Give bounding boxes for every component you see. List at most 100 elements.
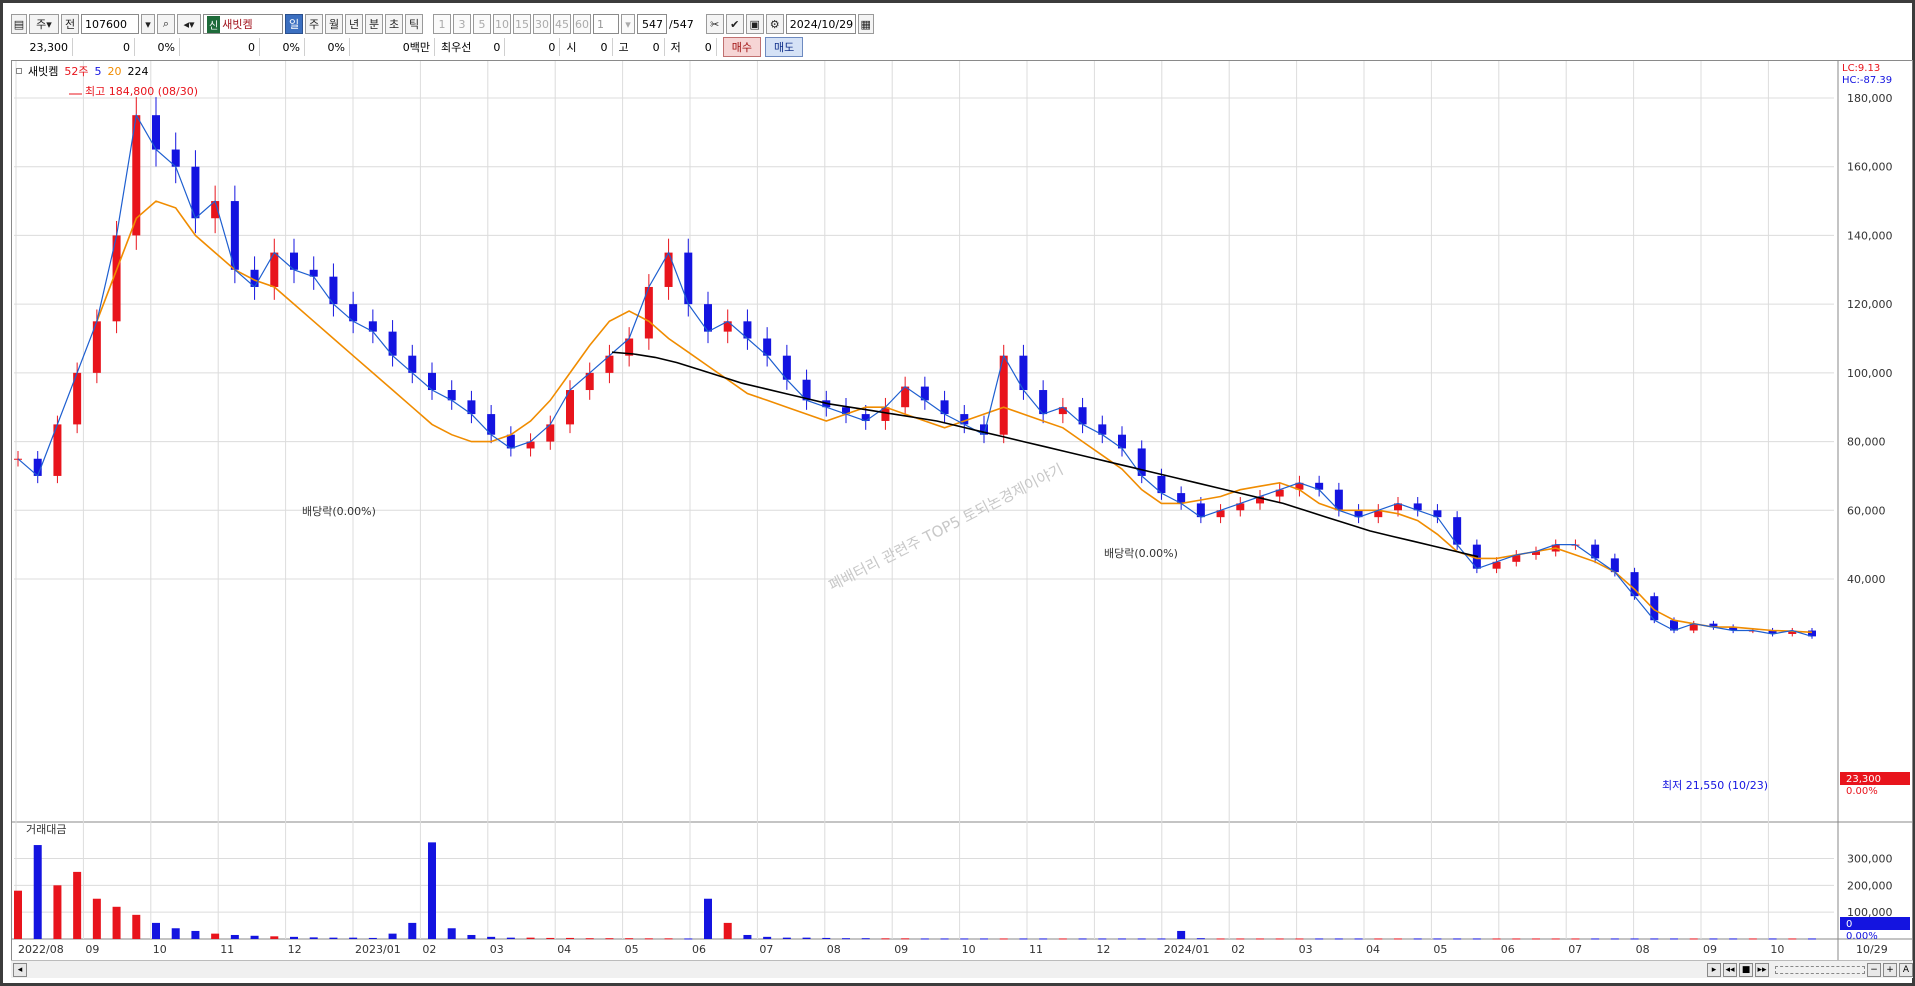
y-tick-label: 60,000 — [1847, 504, 1886, 517]
tab-day[interactable]: 일 — [285, 14, 303, 34]
volume-bar — [349, 937, 358, 939]
tab-minute[interactable]: 분 — [365, 14, 383, 34]
volume-bar — [329, 937, 338, 939]
scroll-right-icon[interactable]: ▸ — [1707, 962, 1721, 977]
candle-body — [1512, 554, 1521, 562]
tab-week[interactable]: 주 — [305, 14, 323, 34]
candle-body — [1394, 503, 1402, 511]
minute-15[interactable]: 15 — [513, 14, 531, 34]
x-tick-label: 09 — [894, 943, 908, 956]
code-dropdown-icon[interactable]: ▾ — [141, 14, 155, 34]
minute-3[interactable]: 3 — [453, 14, 471, 34]
candle-body — [408, 355, 417, 373]
candle-body — [605, 355, 614, 373]
candle-body — [388, 331, 397, 356]
best-1: 0 — [477, 38, 506, 56]
minute-45[interactable]: 45 — [553, 14, 571, 34]
candle-body — [1650, 596, 1659, 621]
quote-price: 23,300 — [11, 38, 73, 56]
forward-icon[interactable]: ▸▸ — [1755, 962, 1769, 977]
volume-bar — [1394, 938, 1402, 940]
candle-body — [1078, 407, 1087, 425]
zoom-slider[interactable] — [1775, 965, 1865, 974]
legend-ma20: 20 — [107, 64, 122, 78]
minute-60[interactable]: 60 — [573, 14, 591, 34]
tab-month[interactable]: 월 — [325, 14, 343, 34]
check-icon[interactable]: ✔ — [725, 14, 744, 34]
vol-last-box — [1840, 917, 1910, 930]
search-icon[interactable]: ⌕ — [157, 14, 175, 34]
ma20-line — [96, 200, 1813, 634]
count-input[interactable]: 1 — [593, 14, 619, 34]
tab-second[interactable]: 초 — [385, 14, 403, 34]
zoom-in-icon[interactable]: + — [1883, 962, 1897, 977]
x-tick-label: 11 — [1029, 943, 1043, 956]
scroll-left-icon[interactable]: ◂ — [13, 962, 27, 977]
volume-bar — [1689, 938, 1698, 940]
candle-body — [309, 269, 318, 277]
candle-body — [901, 386, 910, 408]
y-tick-label: 80,000 — [1847, 436, 1886, 449]
volume-title: 거래대금 — [26, 823, 66, 836]
volume-bar — [743, 934, 752, 939]
candle-body — [349, 304, 358, 322]
candle-body — [861, 414, 870, 421]
volume-bar — [1571, 938, 1580, 940]
tab-year[interactable]: 년 — [345, 14, 363, 34]
stop-icon[interactable]: ■ — [1739, 962, 1753, 977]
x-tick-label: 05 — [1433, 943, 1447, 956]
y-tick-label: 140,000 — [1847, 229, 1893, 242]
candle-body — [1216, 510, 1225, 518]
date-input[interactable]: 2024/10/29 — [785, 14, 856, 34]
minute-5[interactable]: 5 — [473, 14, 491, 34]
candle-body — [73, 372, 82, 425]
calendar-icon[interactable]: ▦ — [857, 14, 874, 34]
sell-button[interactable]: 매도 — [765, 37, 804, 57]
page-current-input[interactable]: 547 — [637, 14, 667, 34]
volume-bar — [1532, 938, 1540, 940]
period-mode-select[interactable]: 주 ▾ — [29, 14, 59, 34]
buy-button[interactable]: 매수 — [722, 37, 761, 57]
low-value: 0 — [687, 38, 717, 56]
minute-10[interactable]: 10 — [493, 14, 511, 34]
zoom-out-icon[interactable]: − — [1867, 962, 1881, 977]
best-label: 최우선 — [441, 41, 472, 54]
speaker-icon[interactable]: ◂▾ — [177, 14, 201, 34]
price-chart[interactable]: 180,000 160,000 140,000 120,000 100,000 80,00… — [12, 61, 1912, 961]
candle-body — [1157, 475, 1166, 494]
candle-body — [664, 252, 673, 287]
candle-body — [1137, 448, 1146, 476]
minute-30[interactable]: 30 — [533, 14, 551, 34]
volume-bar — [33, 845, 42, 939]
font-size-icon[interactable]: A — [1899, 962, 1913, 977]
candle-body — [1532, 551, 1540, 555]
candle-body — [526, 441, 535, 449]
last-price-label: 23,300 — [1846, 774, 1881, 785]
rewind-icon[interactable]: ◂◂ — [1723, 962, 1737, 977]
code-input[interactable]: 107600 — [81, 14, 139, 34]
minute-1[interactable]: 1 — [433, 14, 451, 34]
candle-body — [53, 424, 62, 476]
tab-tick[interactable]: 틱 — [405, 14, 423, 34]
chart-legend: 새빗켐 52주 5 20 224 — [16, 63, 149, 79]
candle-body — [1058, 407, 1067, 415]
x-tick-label: 10/29 — [1856, 943, 1888, 956]
candle-body — [1808, 630, 1816, 637]
candle-body — [881, 407, 890, 421]
volume-bar — [1788, 938, 1797, 940]
volume-bar — [1591, 938, 1600, 940]
candle-body — [782, 355, 791, 380]
horizontal-scrollbar[interactable]: ◂ ▸ ◂◂ ■ ▸▸ − + A — [11, 960, 1913, 978]
save-icon[interactable]: ▣ — [745, 14, 764, 34]
candle-body — [1610, 558, 1619, 573]
volume-bar — [73, 871, 82, 939]
x-tick-label: 2023/01 — [355, 943, 401, 956]
layout-icon[interactable]: ▤ — [11, 14, 27, 34]
prefix-button[interactable]: 전 — [61, 14, 79, 34]
chart-area[interactable]: 180,000 160,000 140,000 120,000 100,000 80,00… — [11, 60, 1913, 968]
scissors-icon[interactable]: ✂ — [705, 14, 724, 34]
count-dropdown-icon[interactable]: ▾ — [621, 14, 635, 34]
y-tick-label: 100,000 — [1847, 367, 1893, 380]
stock-name-field[interactable]: 신 새빗켐 — [203, 14, 283, 34]
gear-icon[interactable]: ⚙ — [765, 14, 784, 34]
